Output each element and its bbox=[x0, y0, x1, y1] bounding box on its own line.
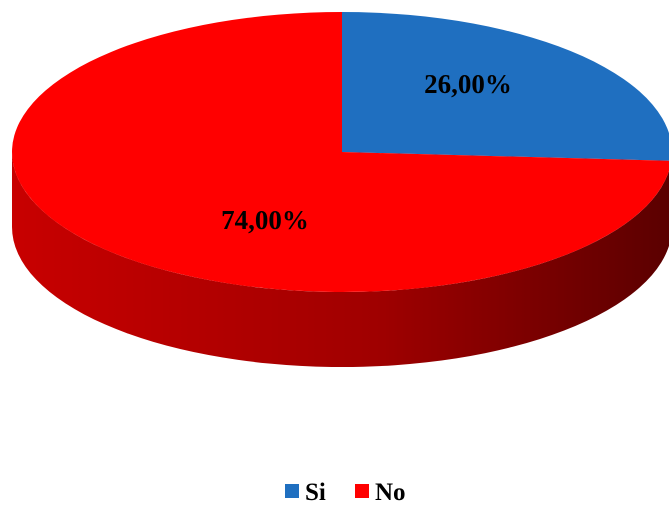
legend-label-si: Si bbox=[305, 479, 326, 506]
pie-top-layer bbox=[12, 12, 669, 292]
legend-label-no: No bbox=[375, 479, 406, 506]
legend-swatch-no bbox=[355, 484, 369, 498]
slice-top-si bbox=[342, 12, 669, 161]
legend-swatch-si bbox=[285, 484, 299, 498]
slice-top-no bbox=[12, 12, 669, 292]
pie-side-layer bbox=[12, 152, 669, 367]
data-label-si: 26,00% bbox=[424, 69, 512, 99]
legend: Si No bbox=[285, 479, 406, 506]
pie-label-layer: 26,00% 74,00% bbox=[221, 69, 512, 235]
slice-side-no bbox=[12, 152, 669, 367]
data-label-no: 74,00% bbox=[221, 205, 309, 235]
